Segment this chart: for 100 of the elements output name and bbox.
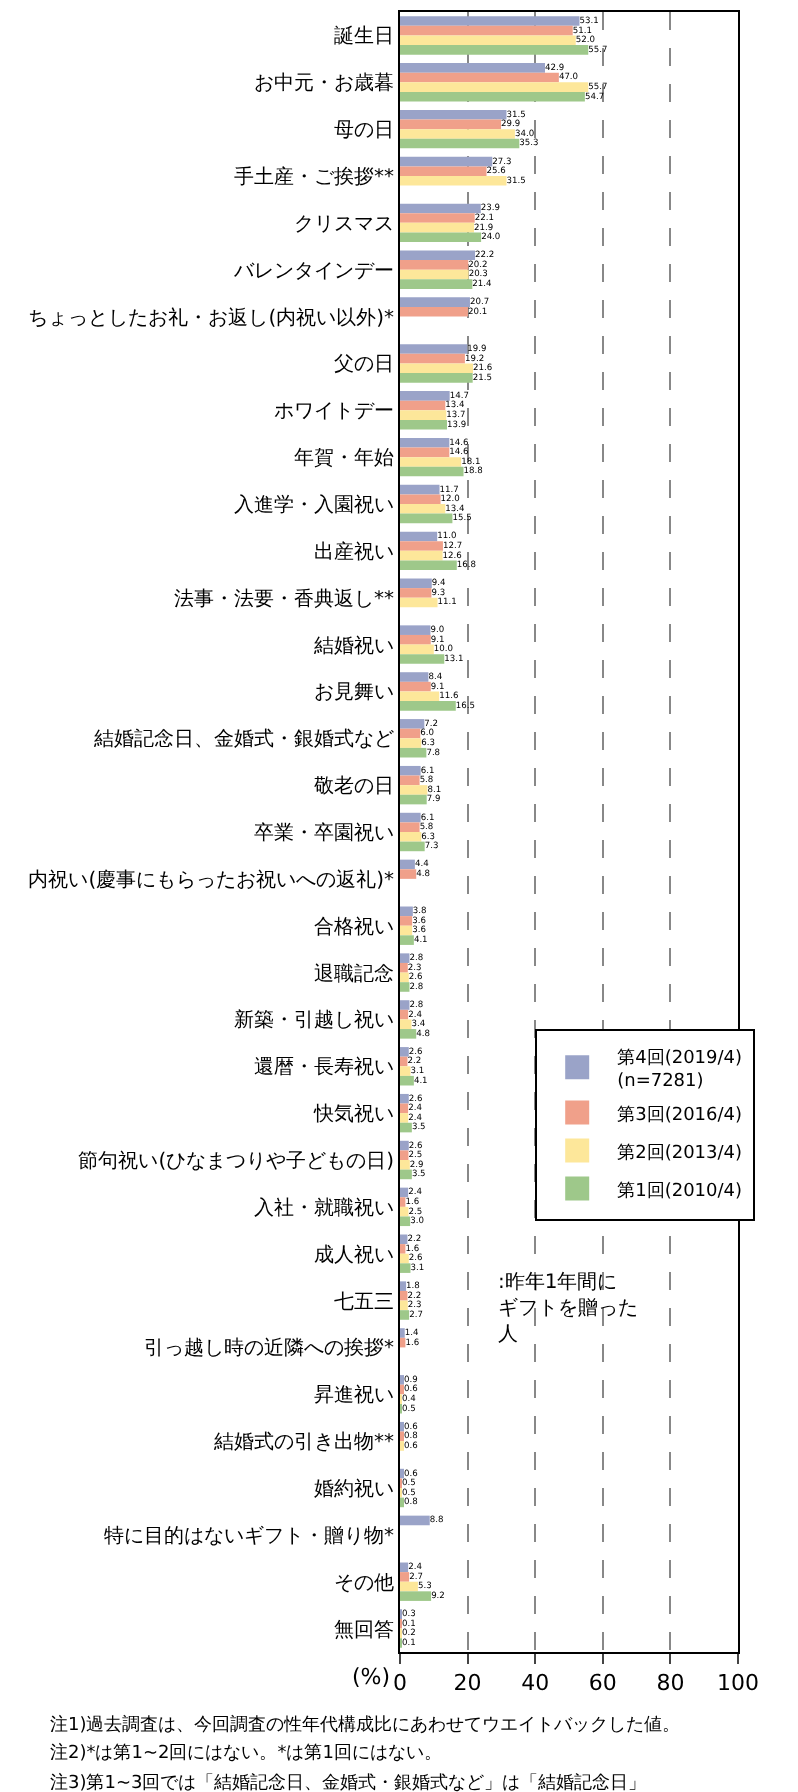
bar xyxy=(400,119,502,130)
y-tick-label: ちょっとしたお礼・お返し(内祝い以外)* xyxy=(28,305,394,330)
text: 注3)第1~3回では「結婚記念日、金婚式・銀婚式など」は「結婚記念日」 xyxy=(50,1772,647,1792)
bar xyxy=(400,1160,410,1170)
y-tick-label: 年賀・年始 xyxy=(294,446,394,471)
bar xyxy=(400,1197,406,1207)
text: 注1)過去調査は、今回調査の性年代構成比にあわせてウエイトバックした値。 xyxy=(50,1714,681,1736)
bar xyxy=(400,176,507,186)
bar xyxy=(400,447,450,458)
y-tick-label: 節句祝い(ひなまつりや子どもの日) xyxy=(78,1149,395,1173)
x-tick-label: 100 xyxy=(717,1670,759,1697)
bar xyxy=(400,681,431,692)
bar xyxy=(400,129,515,139)
bar xyxy=(400,747,427,758)
legend-label: 第1回(2010/4) xyxy=(617,1179,743,1202)
y-tick-label: 入社・就職祝い xyxy=(254,1195,394,1220)
bar xyxy=(400,869,417,879)
bar xyxy=(400,109,507,120)
x-tick-label: 60 xyxy=(588,1670,617,1697)
bar xyxy=(400,841,425,852)
bar xyxy=(400,1216,411,1227)
bar xyxy=(400,925,413,936)
bar xyxy=(400,1047,409,1057)
y-tick-label: 合格祝い xyxy=(314,914,394,939)
y-tick-label: 昇進祝い xyxy=(314,1383,394,1408)
x-tick-label: 0 xyxy=(393,1670,407,1697)
x-tick-label: 40 xyxy=(521,1670,550,1697)
bar xyxy=(400,1562,409,1573)
x-tick-label: 80 xyxy=(656,1670,685,1697)
x-axis-title: (%) xyxy=(352,1664,391,1690)
bar xyxy=(400,391,450,401)
bar xyxy=(400,1075,414,1086)
bar xyxy=(400,260,469,270)
y-tick-label: 結婚記念日、金婚式・銀婚式など xyxy=(92,727,394,752)
bar xyxy=(400,1515,430,1526)
y-tick-label: 結婚祝い xyxy=(312,633,394,658)
bar xyxy=(400,63,545,73)
bar xyxy=(400,410,447,420)
bar xyxy=(400,466,464,477)
bar xyxy=(400,785,428,795)
bar xyxy=(400,363,473,374)
bar xyxy=(400,775,420,786)
bar xyxy=(400,203,481,214)
bar xyxy=(400,279,473,289)
y-tick-label: 無回答 xyxy=(334,1617,394,1642)
bar xyxy=(400,250,476,261)
bar xyxy=(400,701,456,711)
bar xyxy=(400,982,410,992)
bar xyxy=(400,1169,412,1180)
y-tick-label: 出産祝い xyxy=(314,539,394,564)
y-tick-label: 還暦・長寿祝い xyxy=(254,1055,394,1080)
bar xyxy=(400,654,445,664)
bar xyxy=(400,644,434,655)
bar xyxy=(400,269,469,280)
y-tick-label: 敬老の日 xyxy=(314,774,394,799)
bar xyxy=(400,691,440,702)
bar xyxy=(400,962,408,973)
bar xyxy=(400,1009,409,1020)
bar xyxy=(400,1290,408,1301)
bar xyxy=(400,1066,411,1076)
bar xyxy=(400,1029,417,1039)
y-tick-label: 誕生日 xyxy=(334,24,394,49)
y-tick-label: 母の日 xyxy=(334,120,394,143)
bar xyxy=(400,972,409,983)
bar xyxy=(400,1253,409,1264)
bar xyxy=(400,822,420,832)
bar xyxy=(400,72,559,83)
bar xyxy=(400,1263,411,1273)
bar xyxy=(400,457,462,467)
bar xyxy=(400,578,432,589)
bar xyxy=(400,232,482,243)
bar xyxy=(400,400,446,411)
y-tick-label: 引っ越し時の近隣への挨拶* xyxy=(144,1336,394,1361)
bar xyxy=(400,588,432,598)
bar xyxy=(400,935,414,945)
bar xyxy=(400,953,410,963)
bar xyxy=(400,1122,412,1133)
bar xyxy=(400,504,446,514)
bar xyxy=(400,1103,409,1114)
y-tick-label: バレンタインデー xyxy=(232,260,394,283)
bar xyxy=(400,728,421,739)
bar xyxy=(400,213,475,223)
bar xyxy=(400,16,580,26)
bar xyxy=(400,494,441,504)
bar xyxy=(400,541,443,551)
bar xyxy=(400,1300,408,1311)
x-tick-label: 20 xyxy=(453,1670,482,1697)
bar xyxy=(400,419,447,430)
bar xyxy=(400,353,465,364)
bar xyxy=(400,138,520,149)
bar xyxy=(400,1093,409,1104)
bar xyxy=(400,1281,407,1291)
bar xyxy=(400,1000,410,1010)
bar xyxy=(400,166,487,176)
y-tick-label: お見舞い xyxy=(314,680,394,705)
y-tick-label: 婚約祝い xyxy=(314,1477,394,1501)
y-tick-label: 新築・引越し祝い xyxy=(234,1008,394,1033)
bar xyxy=(400,437,450,448)
y-tick-label: 結婚式の引き出物** xyxy=(212,1430,394,1455)
y-tick-label: 法事・法要・香典返し** xyxy=(174,586,394,611)
